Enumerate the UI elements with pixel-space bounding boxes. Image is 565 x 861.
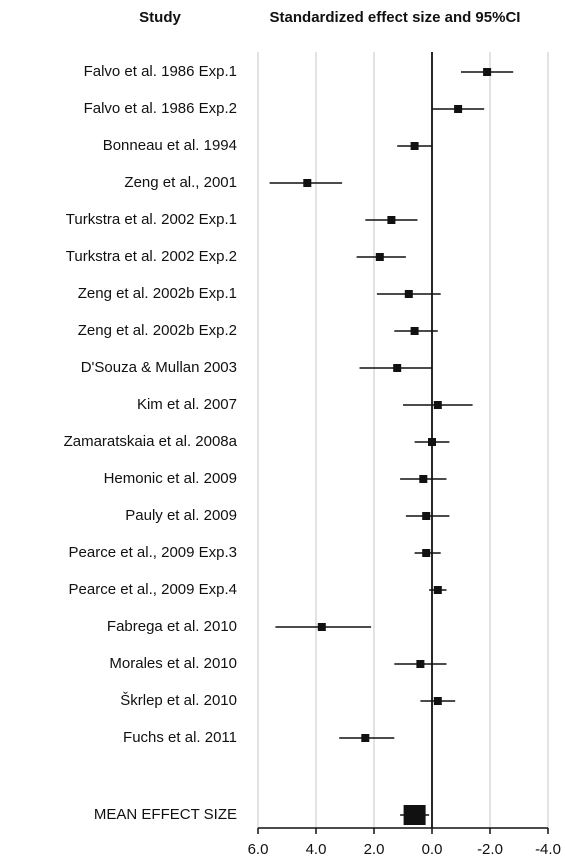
study-label: Zeng et al., 2001 [124, 174, 237, 191]
x-tick-label: 2.0 [364, 841, 385, 858]
study-label: Hemonic et al. 2009 [104, 470, 237, 487]
study-label: Kim et al. 2007 [137, 396, 237, 413]
study-label: Fuchs et al. 2011 [123, 729, 237, 746]
summary-label: MEAN EFFECT SIZE [94, 806, 237, 823]
effect-marker [317, 623, 326, 631]
effect-marker [393, 364, 402, 372]
study-label: Bonneau et al. 1994 [103, 137, 237, 154]
effect-marker [483, 68, 492, 76]
study-label: Pearce et al., 2009 Exp.3 [69, 544, 237, 561]
study-label: Zeng et al. 2002b Exp.2 [78, 322, 237, 339]
summary-marker [403, 805, 426, 825]
effect-marker [416, 660, 425, 668]
study-label: Pearce et al., 2009 Exp.4 [69, 581, 237, 598]
x-tick-label: 4.0 [306, 841, 327, 858]
study-label: Turkstra et al. 2002 Exp.1 [66, 211, 237, 228]
x-tick-label: -4.0 [535, 841, 561, 858]
study-label: Škrlep et al. 2010 [120, 692, 237, 709]
effect-marker [422, 512, 431, 520]
study-label: Falvo et al. 1986 Exp.1 [84, 63, 237, 80]
study-label: Fabrega et al. 2010 [107, 618, 237, 635]
effect-marker [433, 697, 442, 705]
effect-marker [454, 105, 463, 113]
x-tick-label: -2.0 [477, 841, 503, 858]
study-label: Falvo et al. 1986 Exp.2 [84, 100, 237, 117]
effect-marker [404, 290, 413, 298]
effect-marker [410, 142, 419, 150]
effect-marker [428, 438, 436, 446]
study-label: Zeng et al. 2002b Exp.1 [78, 285, 237, 302]
effect-marker [303, 179, 312, 187]
effect-marker [361, 734, 370, 742]
effect-marker [419, 475, 428, 483]
study-header: Study [139, 9, 181, 26]
x-tick-label: 6.0 [248, 841, 269, 858]
effect-marker [375, 253, 384, 261]
effect-marker [387, 216, 396, 224]
x-tick-label: 0.0 [422, 841, 443, 858]
study-label: Pauly et al. 2009 [125, 507, 237, 524]
study-label: Turkstra et al. 2002 Exp.2 [66, 248, 237, 265]
study-label: D'Souza & Mullan 2003 [81, 359, 237, 376]
study-label: Zamaratskaia et al. 2008a [64, 433, 238, 450]
effect-marker [410, 327, 419, 335]
effect-marker [433, 586, 442, 594]
study-label: Morales et al. 2010 [109, 655, 237, 672]
effect-marker [433, 401, 442, 409]
effect-marker [422, 549, 431, 557]
effect-header: Standardized effect size and 95%CI [270, 9, 521, 26]
